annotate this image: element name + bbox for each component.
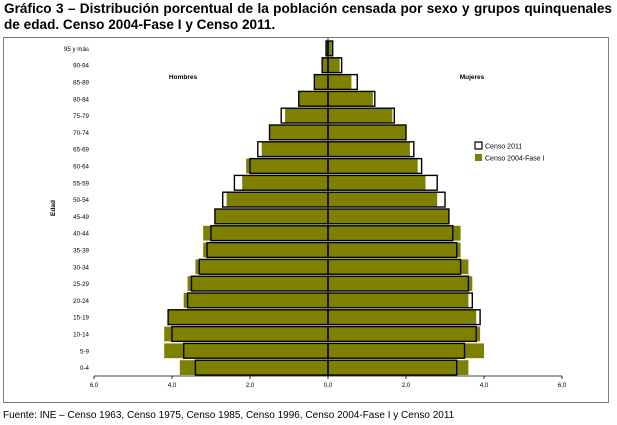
x-tick-label: 0,0 — [324, 382, 333, 389]
y-tick-label: 45-49 — [73, 214, 89, 221]
bar-censo-2004-hombres — [226, 192, 328, 207]
bar-censo-2004-mujeres — [328, 259, 469, 275]
bar-censo-2004-hombres — [269, 125, 328, 140]
y-tick-label: 30-34 — [73, 264, 89, 271]
bar-censo-2004-hombres — [242, 175, 328, 191]
bar-censo-2004-hombres — [195, 259, 328, 275]
y-tick-label: 80-84 — [73, 96, 89, 103]
bar-censo-2004-hombres — [285, 108, 328, 123]
y-tick-label: 55-59 — [73, 180, 89, 187]
source-note: Fuente: INE – Censo 1963, Censo 1975, Ce… — [3, 410, 455, 421]
bar-censo-2004-hombres — [187, 276, 328, 291]
y-tick-label: 70-74 — [73, 130, 89, 137]
bar-censo-2004-mujeres — [328, 175, 426, 191]
x-tick-label: 4,0 — [480, 382, 489, 389]
bar-censo-2004-hombres — [203, 225, 328, 241]
y-axis-label: Edad — [50, 200, 57, 216]
bar-censo-2004-mujeres — [328, 343, 484, 359]
bar-censo-2004-hombres — [298, 91, 328, 107]
y-tick-label: 40-44 — [73, 231, 89, 238]
y-tick-label: 85-89 — [73, 80, 89, 87]
bar-censo-2004-mujeres — [328, 293, 469, 308]
x-tick-label: 6,0 — [558, 382, 567, 389]
bar-censo-2004-mujeres — [328, 209, 449, 224]
y-tick-label: 35-39 — [73, 248, 89, 255]
x-tick-label: 2,0 — [246, 382, 255, 389]
bar-censo-2004-hombres — [214, 209, 328, 224]
bar-censo-2004-mujeres — [328, 158, 418, 174]
y-tick-label: 90-94 — [73, 63, 89, 70]
bar-censo-2004-mujeres — [328, 41, 332, 56]
bar-censo-2004-hombres — [179, 360, 328, 375]
bar-censo-2004-mujeres — [328, 91, 373, 107]
bar-censo-2004-hombres — [322, 57, 328, 73]
x-tick-label: 2,0 — [402, 382, 411, 389]
y-tick-label: 60-64 — [73, 164, 89, 171]
bar-censo-2004-hombres — [246, 158, 328, 174]
y-tick-label: 65-69 — [73, 147, 89, 154]
y-tick-label: 15-19 — [73, 315, 89, 322]
x-tick-label: 4,0 — [168, 382, 177, 389]
bar-censo-2004-mujeres — [328, 360, 469, 375]
bar-censo-2004-hombres — [168, 309, 328, 325]
y-tick-label: 10-14 — [73, 332, 89, 339]
bar-censo-2004-hombres — [164, 343, 328, 359]
bar-censo-2004-mujeres — [328, 74, 352, 90]
x-tick-label: 6,0 — [90, 382, 99, 389]
bar-censo-2004-mujeres — [328, 242, 461, 258]
bar-censo-2004-mujeres — [328, 326, 481, 342]
bar-censo-2004-mujeres — [328, 125, 406, 140]
legend-label-censo-2011: Censo 2011 — [485, 144, 522, 151]
left-group-label-hombres: Hombres — [169, 74, 198, 81]
y-tick-label: 75-79 — [73, 113, 89, 120]
legend-label-censo-2004: Censo 2004-Fase I — [485, 156, 545, 163]
bar-censo-2004-mujeres — [328, 276, 473, 291]
right-group-label-mujeres: Mujeres — [460, 74, 485, 81]
bar-censo-2004-mujeres — [328, 108, 393, 123]
y-tick-label: 25-29 — [73, 281, 89, 288]
y-tick-label: 95 y más — [64, 46, 89, 53]
legend-swatch-censo-2011 — [474, 141, 483, 150]
bar-censo-2004-mujeres — [328, 57, 340, 73]
bar-censo-2004-mujeres — [328, 225, 461, 241]
bar-censo-2004-mujeres — [328, 192, 438, 207]
bar-censo-2004-hombres — [314, 74, 328, 90]
chart-frame — [3, 37, 609, 403]
y-tick-label: 0-4 — [80, 365, 90, 372]
bar-censo-2004-hombres — [261, 141, 328, 157]
bar-censo-2004-hombres — [183, 293, 328, 308]
chart-title: Gráfico 3 – Distribución porcentual de l… — [4, 1, 612, 32]
legend-swatch-censo-2004 — [475, 154, 482, 161]
y-tick-label: 5-9 — [80, 348, 90, 355]
bar-censo-2004-mujeres — [328, 309, 477, 325]
y-tick-label: 50-54 — [73, 197, 89, 204]
bar-censo-2004-hombres — [203, 242, 328, 258]
bar-censo-2004-hombres — [326, 41, 328, 56]
y-tick-label: 20-24 — [73, 298, 89, 305]
bar-censo-2004-mujeres — [328, 141, 410, 157]
bar-censo-2004-hombres — [164, 326, 328, 342]
